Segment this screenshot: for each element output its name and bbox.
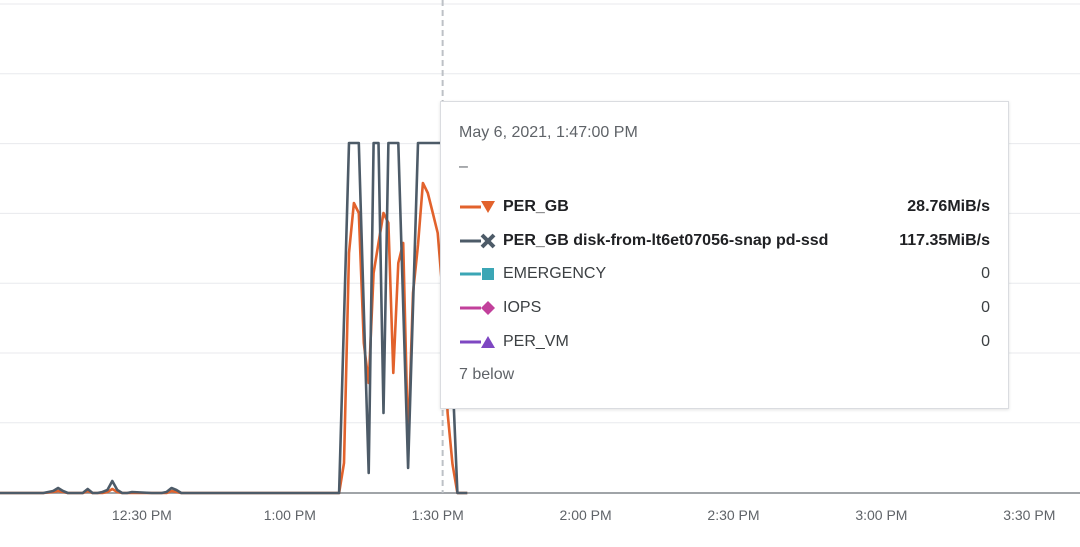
square-marker-icon xyxy=(460,268,494,280)
series-line-per-gb[interactable] xyxy=(0,181,468,495)
x-tick-label: 1:00 PM xyxy=(264,507,316,523)
plot-area[interactable] xyxy=(0,141,468,495)
tooltip-row-per-gb: PER_GB 28.76MiB/s xyxy=(459,195,990,219)
tooltip-row-per-vm: PER_VM 0 xyxy=(459,330,990,354)
series-line-per-gb-disk-from-lt6et07056-snap-pd-ssd[interactable] xyxy=(0,141,468,495)
up-triangle-marker-icon xyxy=(460,336,495,348)
tooltip-series-name: EMERGENCY xyxy=(503,265,607,282)
down-triangle-marker-icon xyxy=(460,201,495,213)
tooltip-row-iops: IOPS 0 xyxy=(459,296,990,320)
tooltip-series-name: IOPS xyxy=(503,299,542,316)
chart-tooltip: May 6, 2021, 1:47:00 PM – PER_GB 28.76Mi… xyxy=(440,101,1009,409)
tooltip-series-value: 28.76MiB/s xyxy=(907,198,990,215)
x-tick-label: 1:30 PM xyxy=(412,507,464,523)
x-tick-label: 12:30 PM xyxy=(112,507,172,523)
x-marker-icon xyxy=(460,233,496,249)
x-tick-label: 3:00 PM xyxy=(855,507,907,523)
tooltip-series-value: 0 xyxy=(981,265,990,282)
tooltip-series-name: PER_GB disk-from-lt6et07056-snap pd-ssd xyxy=(503,232,829,249)
tooltip-row-per-gb-disk: PER_GB disk-from-lt6et07056-snap pd-ssd … xyxy=(459,229,990,253)
x-tick-label: 2:00 PM xyxy=(560,507,612,523)
tooltip-series-value: 0 xyxy=(981,299,990,316)
x-tick-label: 2:30 PM xyxy=(707,507,759,523)
tooltip-series-name: PER_VM xyxy=(503,333,569,350)
tooltip-series-value: 0 xyxy=(981,333,990,350)
tooltip-series-value: 117.35MiB/s xyxy=(899,232,990,249)
tooltip-group-label: – xyxy=(459,158,468,175)
diamond-marker-icon xyxy=(460,301,495,315)
tooltip-row-emergency: EMERGENCY 0 xyxy=(459,262,990,286)
x-tick-label: 3:30 PM xyxy=(1003,507,1055,523)
tooltip-series-name: PER_GB xyxy=(503,198,569,215)
tooltip-more-count: 7 below xyxy=(459,366,515,383)
tooltip-timestamp: May 6, 2021, 1:47:00 PM xyxy=(459,124,638,141)
x-axis: 12:30 PM 1:00 PM 1:30 PM 2:00 PM 2:30 PM 3:00… xyxy=(0,492,1080,523)
